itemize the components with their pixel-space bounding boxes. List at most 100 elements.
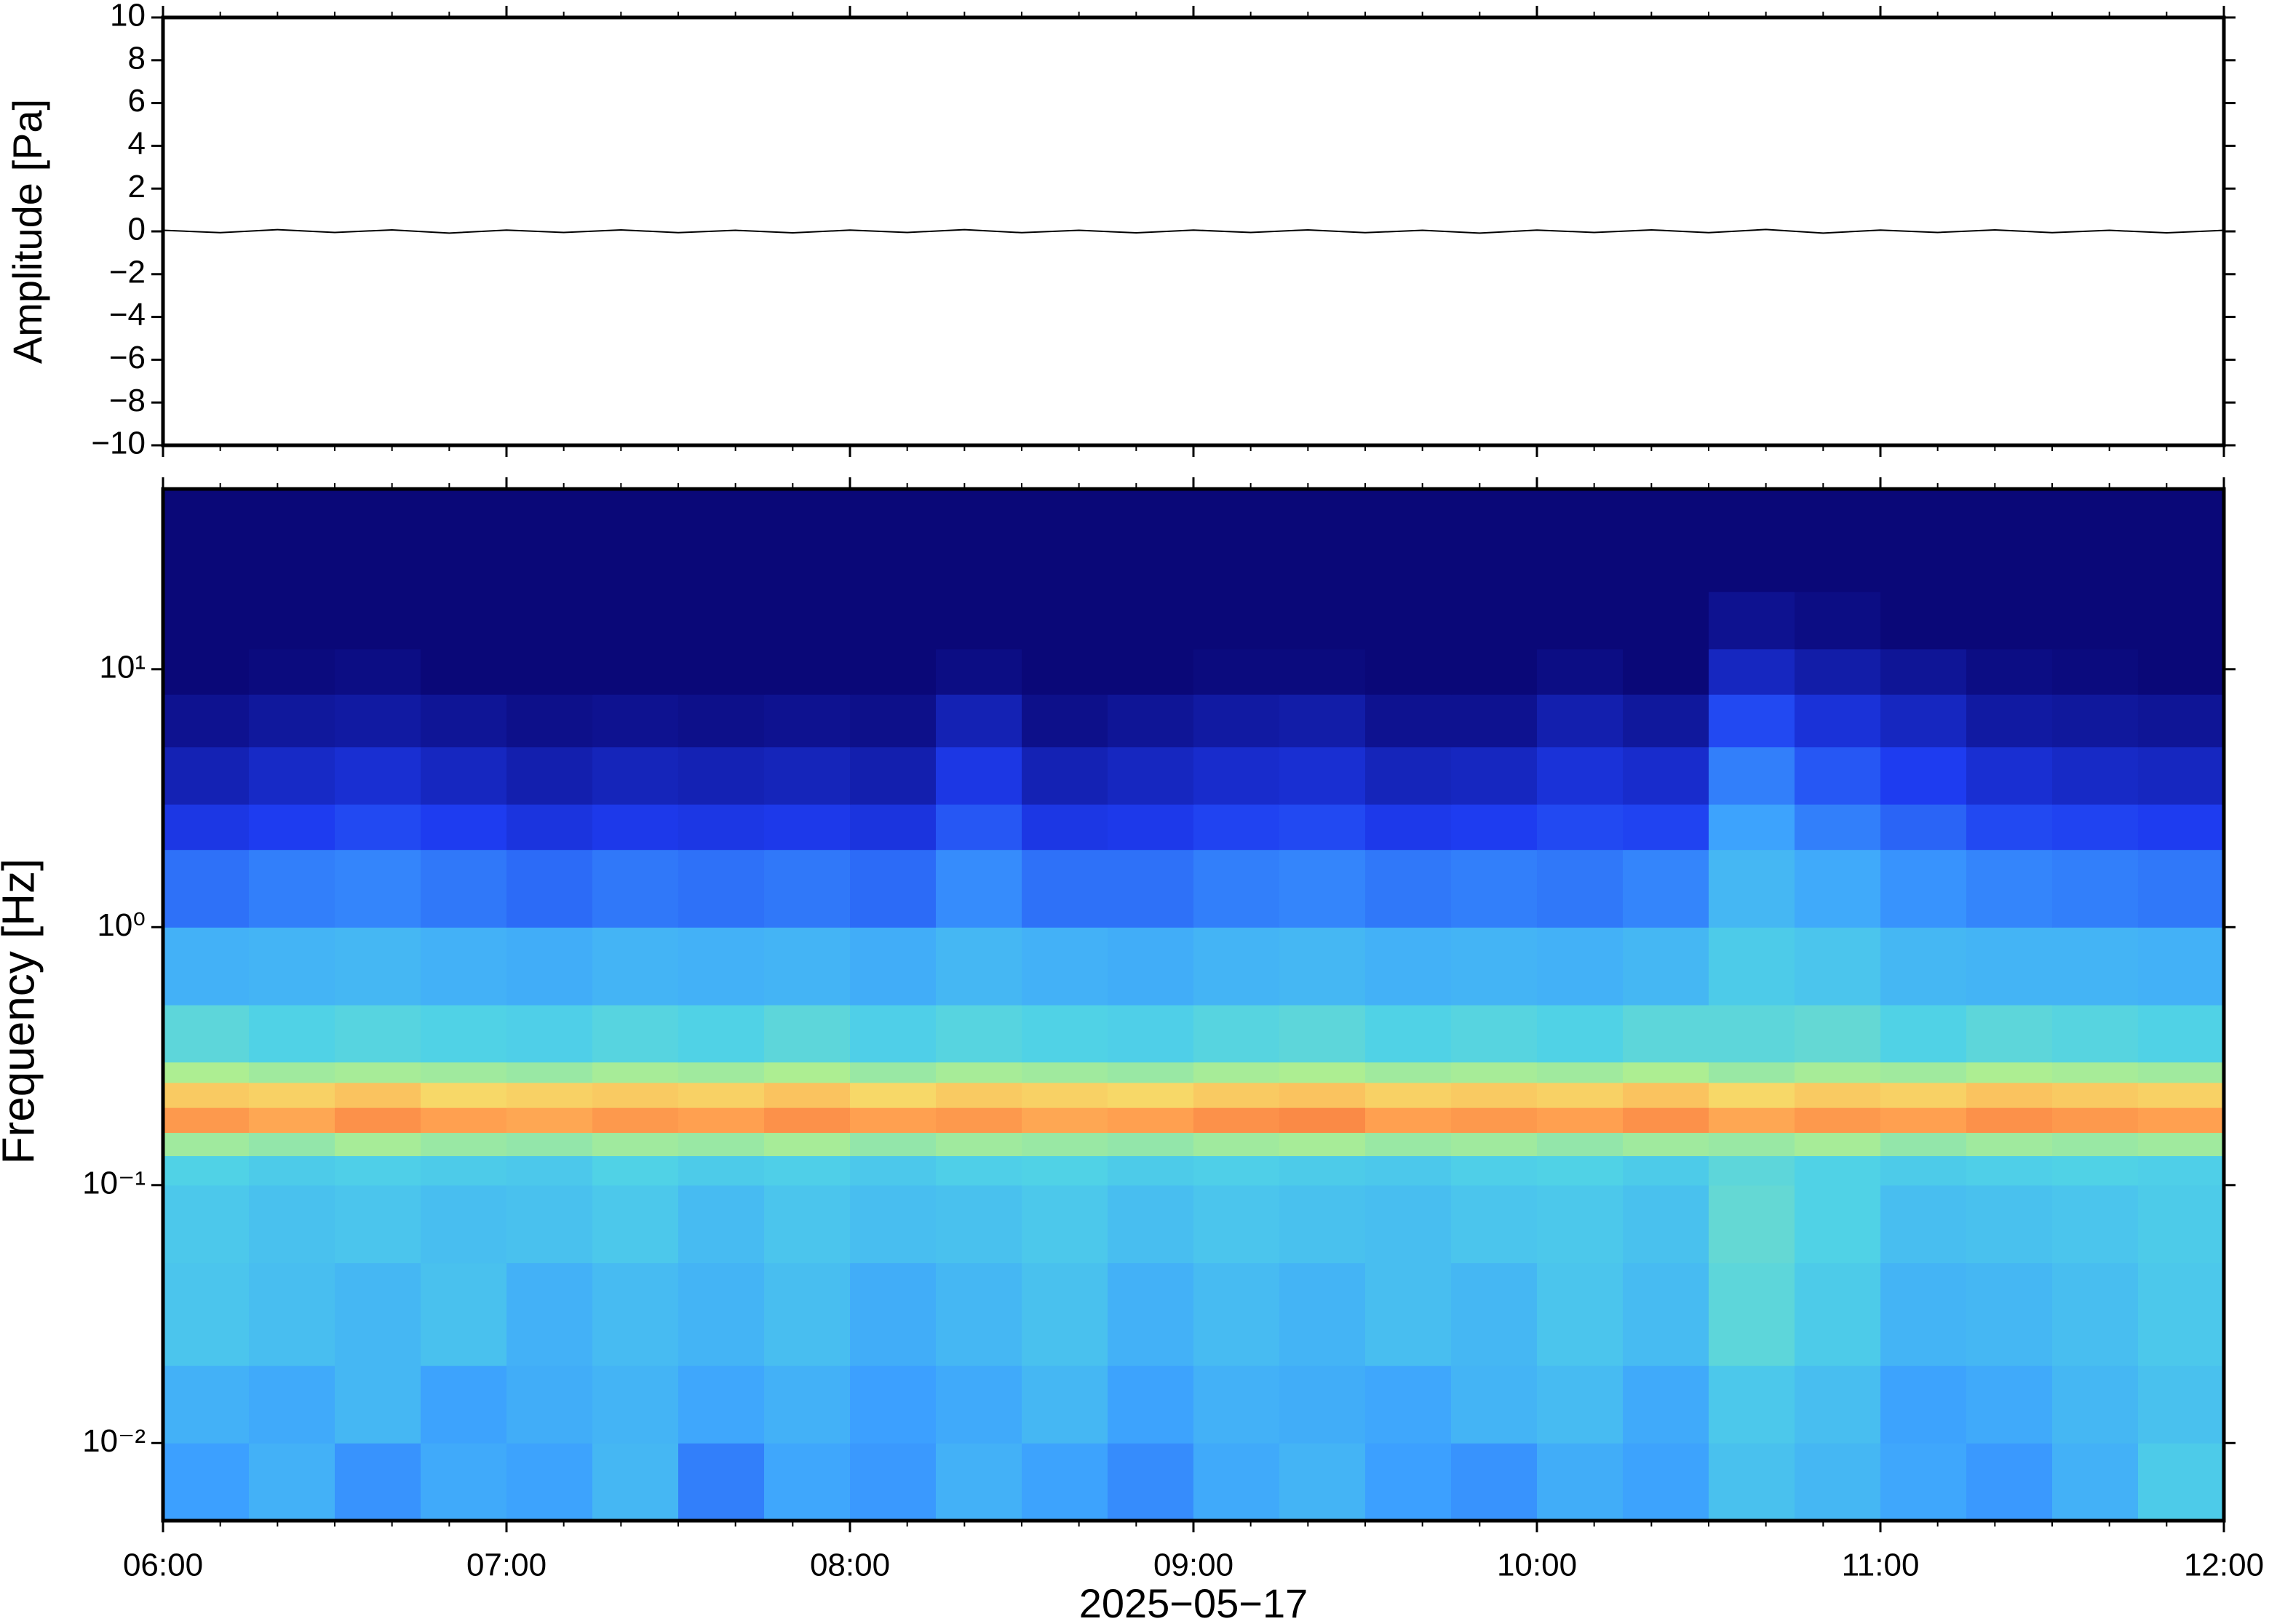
spectrogram-cell	[1537, 1365, 1624, 1444]
spectrogram-cell	[1709, 1062, 1795, 1083]
spectrogram-cell	[506, 849, 593, 928]
spectrogram-cell	[1022, 747, 1108, 805]
spectrogram-cell	[1966, 489, 2053, 592]
spectrogram-cell	[1279, 849, 1366, 928]
spectrogram-cell	[1193, 1185, 1280, 1264]
spectrogram-cell	[163, 927, 250, 1006]
spectrogram-cell	[678, 1365, 765, 1444]
spectrogram-cell	[1709, 1262, 1795, 1366]
spectrogram-cell	[678, 1082, 765, 1108]
spectrogram-cell	[1537, 694, 1624, 748]
spectrogram-cell	[2052, 747, 2139, 805]
spectrogram-cell	[506, 648, 593, 695]
spectrogram-cell	[936, 592, 1022, 650]
spectrogram-cell	[1880, 804, 1967, 851]
spectrogram-cell	[1108, 592, 1194, 650]
y-tick-label: −8	[109, 383, 146, 418]
spectrogram-cell	[163, 694, 250, 748]
spectrogram-cell	[1451, 1082, 1538, 1108]
spectrogram-cell	[850, 927, 937, 1006]
spectrogram-cell	[335, 804, 421, 851]
amplitude-axis-label: Amplitude [Pa]	[4, 99, 50, 364]
spectrogram-cell	[163, 592, 250, 650]
spectrogram-cell	[1537, 1107, 1624, 1134]
spectrogram-cell	[1279, 1062, 1366, 1083]
spectrogram-cell	[1108, 648, 1194, 695]
spectrogram-cell	[592, 694, 679, 748]
spectrogram-cell	[1880, 849, 1967, 928]
y-tick-label: −6	[109, 340, 146, 375]
spectrogram-cell	[163, 1107, 250, 1134]
spectrogram-cell	[678, 1262, 765, 1366]
spectrogram-cell	[421, 1082, 507, 1108]
spectrogram-cell	[936, 1082, 1022, 1108]
spectrogram-cell	[421, 747, 507, 805]
spectrogram-cell	[335, 1132, 421, 1156]
spectrogram-cell	[1451, 1443, 1538, 1521]
spectrogram-cell	[764, 1005, 851, 1063]
spectrogram-cell	[335, 1262, 421, 1366]
spectrogram-cell	[506, 592, 593, 650]
spectrogram-cell	[1022, 489, 1108, 592]
spectrogram-cell	[1365, 489, 1452, 592]
spectrogram-cell	[1365, 648, 1452, 695]
spectrogram-cell	[1193, 747, 1280, 805]
spectrogram-cell	[249, 1443, 335, 1521]
spectrogram-cell	[249, 849, 335, 928]
spectrogram-cell	[1108, 747, 1194, 805]
spectrogram-cell	[1451, 1365, 1538, 1444]
spectrogram-cell	[335, 1185, 421, 1264]
x-tick-label: 09:00	[1153, 1548, 1233, 1583]
y-tick-label: 8	[128, 40, 146, 76]
spectrogram-cell	[678, 747, 765, 805]
spectrogram-cell	[678, 1107, 765, 1134]
spectrogram-cell	[506, 1005, 593, 1063]
spectrogram-cell	[1623, 927, 1709, 1006]
spectrogram-cell	[1279, 804, 1366, 851]
spectrogram-cell	[2138, 592, 2225, 650]
spectrogram-cell	[1537, 1005, 1624, 1063]
spectrogram-cell	[764, 804, 851, 851]
spectrogram-cell	[1365, 804, 1452, 851]
spectrogram-cell	[1623, 1107, 1709, 1134]
spectrogram-cell	[936, 804, 1022, 851]
spectrogram-cell	[764, 1262, 851, 1366]
spectrogram-cell	[592, 1262, 679, 1366]
spectrogram-cell	[2052, 1082, 2139, 1108]
spectrogram-cell	[1451, 1262, 1538, 1366]
spectrogram-cell	[1795, 804, 1881, 851]
spectrogram-cell	[1279, 1082, 1366, 1108]
spectrogram-cell	[1365, 694, 1452, 748]
spectrogram-cell	[1709, 1443, 1795, 1521]
spectrogram-cell	[1193, 1082, 1280, 1108]
spectrogram-cell	[592, 1005, 679, 1063]
spectrogram-cell	[1966, 592, 2053, 650]
spectrogram-cell	[2052, 1365, 2139, 1444]
spectrogram-cell	[2052, 489, 2139, 592]
spectrogram-cell	[1795, 1443, 1881, 1521]
spectrogram-cell	[1108, 489, 1194, 592]
spectrogram-cell	[764, 1132, 851, 1156]
spectrogram-cell	[1193, 1107, 1280, 1134]
spectrogram-cell	[1108, 927, 1194, 1006]
spectrogram-cell	[2138, 927, 2225, 1006]
spectrogram-cell	[1193, 648, 1280, 695]
spectrogram-cell	[1193, 1365, 1280, 1444]
y-tick-label: 10	[110, 0, 146, 33]
spectrogram-cell	[1623, 1365, 1709, 1444]
spectrogram-cell	[421, 648, 507, 695]
spectrogram-cell	[678, 849, 765, 928]
spectrogram-cell	[1537, 1443, 1624, 1521]
spectrogram-cell	[163, 648, 250, 695]
spectrogram-cell	[421, 927, 507, 1006]
spectrogram-cell	[678, 1443, 765, 1521]
spectrogram-cell	[2052, 1155, 2139, 1186]
spectrogram-cell	[163, 1062, 250, 1083]
spectrogram-cell	[1451, 1132, 1538, 1156]
spectrogram-cell	[506, 1132, 593, 1156]
spectrogram-cell	[249, 1005, 335, 1063]
spectrogram-cell	[1451, 1185, 1538, 1264]
spectrogram-cell	[592, 1132, 679, 1156]
